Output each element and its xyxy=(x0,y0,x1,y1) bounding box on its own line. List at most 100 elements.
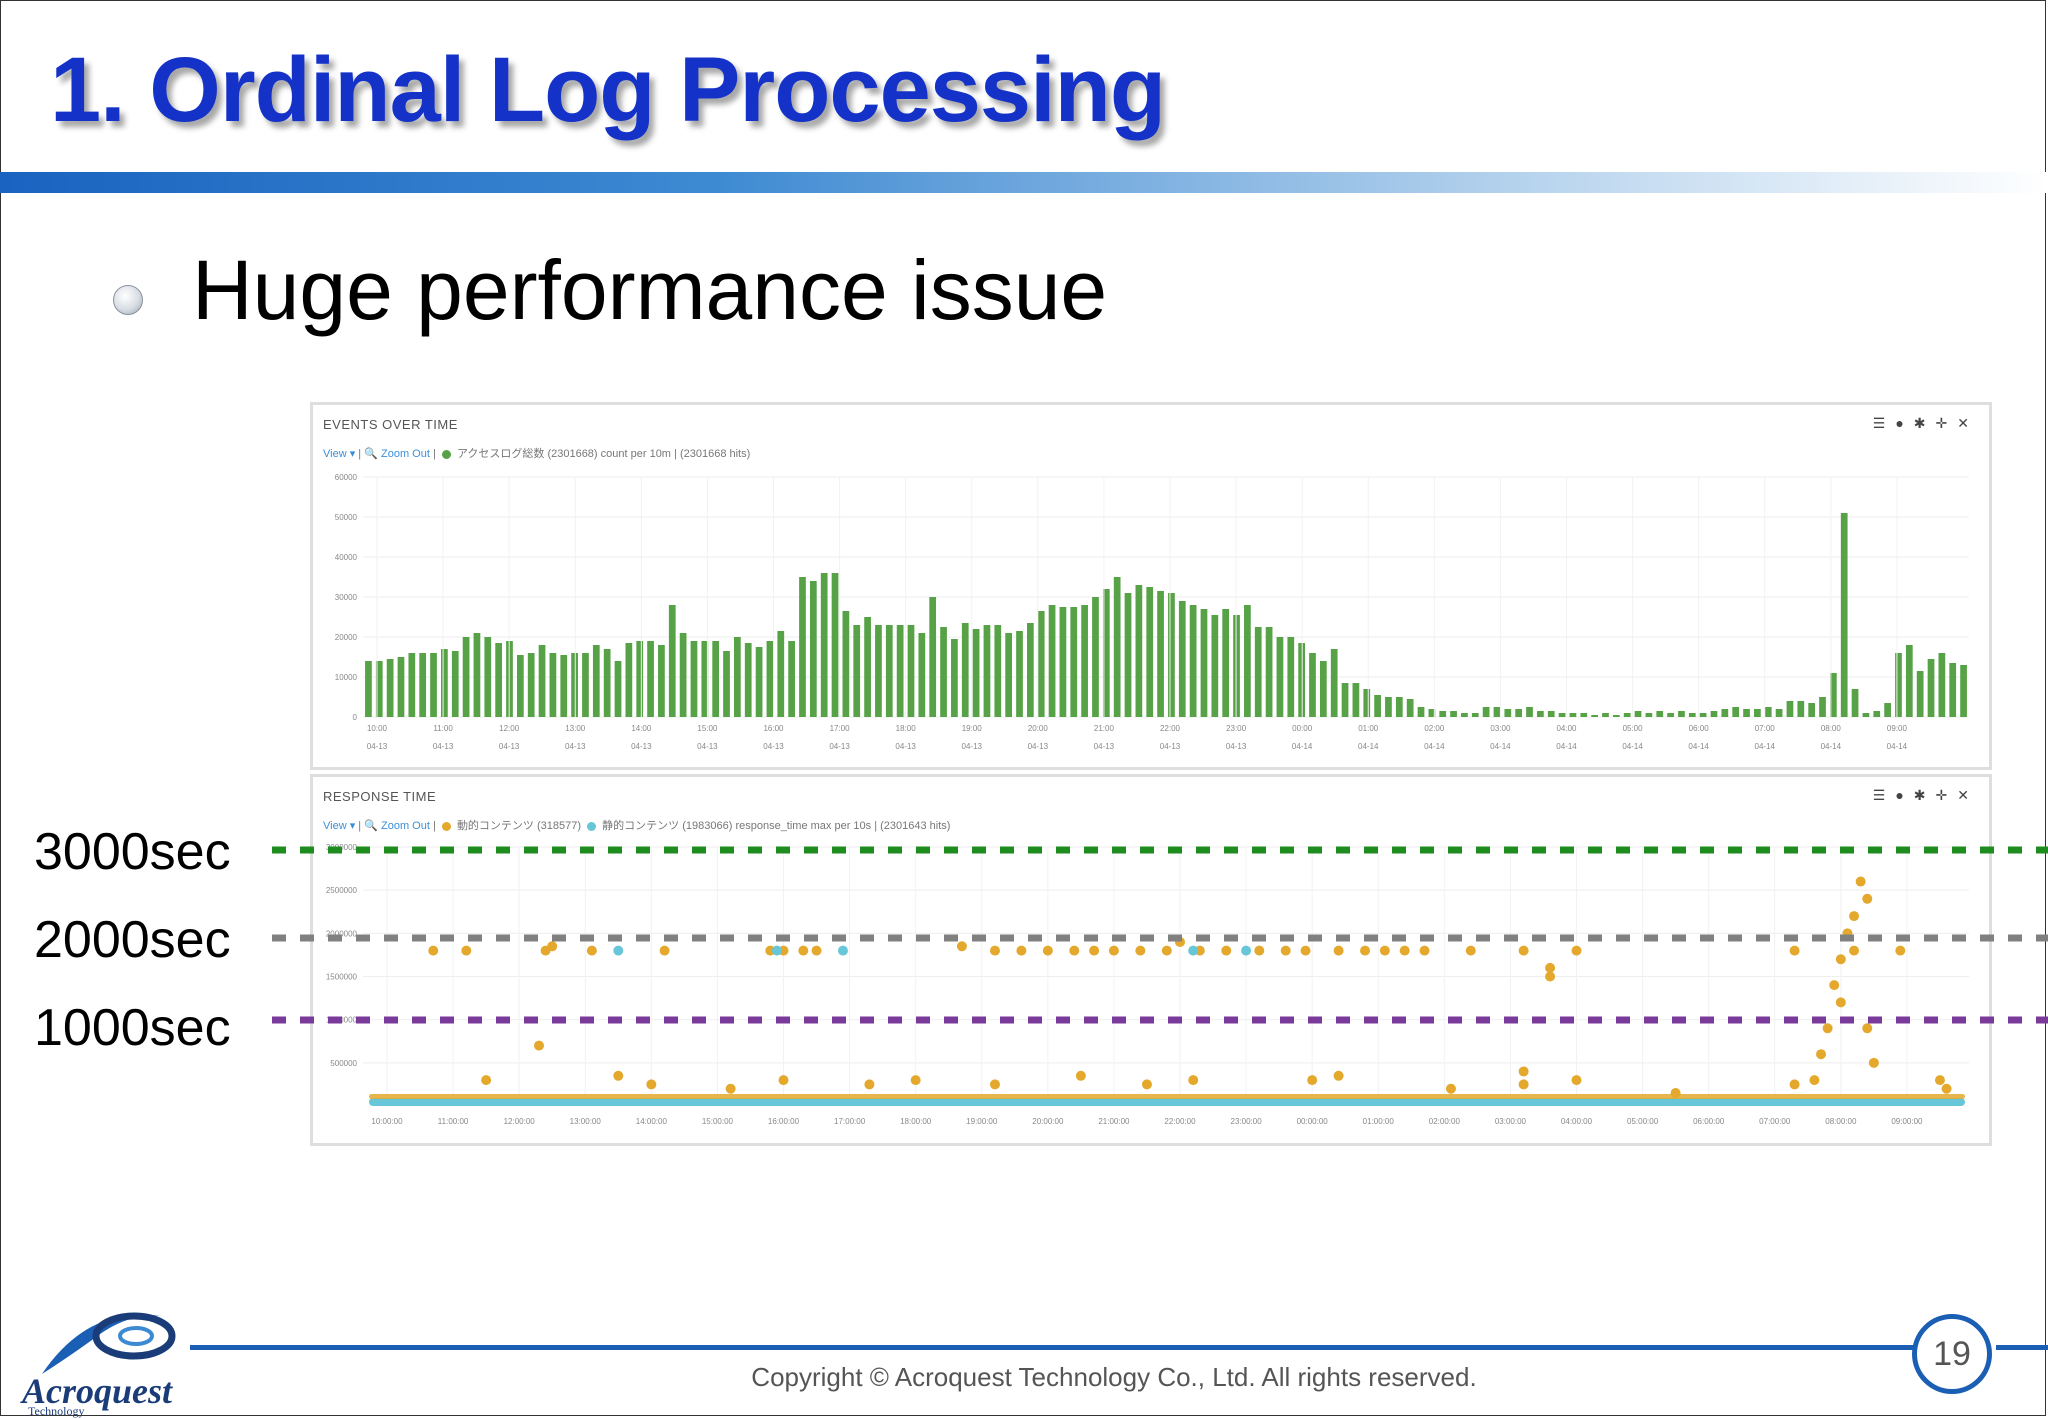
list-icon[interactable]: ☰ xyxy=(1872,415,1896,431)
response-chart: 500000 1000000 1500000 2000000 2500000 300000… xyxy=(326,843,1969,1126)
gear-icon[interactable]: ✱ xyxy=(1913,787,1936,803)
list-icon[interactable]: ☰ xyxy=(1872,787,1896,803)
bar xyxy=(1146,587,1154,717)
view-menu[interactable]: View ▾ xyxy=(323,448,356,460)
x-tick-label: 21:00:00 xyxy=(1098,1117,1130,1126)
bar xyxy=(1558,713,1566,717)
x-tick-label: 12:00:00 xyxy=(504,1117,536,1126)
bar xyxy=(1656,711,1664,717)
scatter-point xyxy=(1135,945,1146,956)
bar xyxy=(1135,585,1143,717)
bar xyxy=(1385,697,1392,717)
bar xyxy=(1537,711,1544,717)
bar xyxy=(484,637,492,717)
bar xyxy=(755,647,763,717)
x-tick-label: 15:00:00 xyxy=(702,1117,734,1126)
bar xyxy=(1124,593,1132,717)
scatter-point xyxy=(1849,911,1860,922)
x-tick-label: 16:00:00 xyxy=(768,1117,800,1126)
scatter-point xyxy=(1069,945,1080,956)
bar xyxy=(734,637,741,717)
x-tick-label: 09:00:00 xyxy=(1891,1117,1923,1126)
scatter-point xyxy=(1895,945,1906,956)
bar xyxy=(1699,713,1707,717)
bar xyxy=(1884,703,1891,717)
footer-divider-end xyxy=(1996,1345,2048,1350)
bar xyxy=(571,653,578,717)
bar xyxy=(1352,683,1360,717)
scatter-point xyxy=(1789,945,1800,956)
bar xyxy=(495,643,503,717)
bar xyxy=(365,661,372,717)
x-tick-label: 06:00:00 xyxy=(1693,1117,1725,1126)
x-tick-label: 00:00:00 xyxy=(1297,1117,1329,1126)
zoom-out-link[interactable]: 🔍 Zoom Out xyxy=(364,820,430,832)
bar xyxy=(1461,713,1468,717)
bar xyxy=(679,633,687,717)
bar xyxy=(1960,665,1967,717)
bar xyxy=(1710,711,1718,717)
zoom-out-link[interactable]: 🔍 Zoom Out xyxy=(364,448,430,460)
x-tick-label: 20:00:00 xyxy=(1032,1117,1064,1126)
scatter-point xyxy=(1419,945,1430,956)
scatter-point xyxy=(1789,1079,1800,1090)
bar xyxy=(1949,663,1957,717)
x-tick-label: 02:00 xyxy=(1424,724,1445,733)
bar xyxy=(538,645,546,717)
x-tick-label: 00:00 xyxy=(1292,724,1313,733)
bar xyxy=(690,641,698,717)
events-chart: 0 10000 20000 30000 40000 50000 60000 10:00 04-1… xyxy=(335,473,1969,751)
logo-name: Acroquest xyxy=(22,1371,173,1411)
gear-icon[interactable]: ✱ xyxy=(1913,415,1936,431)
bar xyxy=(1927,659,1935,717)
bar xyxy=(527,653,535,717)
close-icon[interactable]: ✕ xyxy=(1957,415,1979,431)
x-tick-label: 19:00 xyxy=(962,724,983,733)
x-tick-label: 03:00:00 xyxy=(1495,1117,1527,1126)
bar xyxy=(1547,711,1555,717)
scatter-point xyxy=(1809,1075,1820,1086)
x-tick-label: 08:00 xyxy=(1821,724,1842,733)
bar xyxy=(1515,709,1523,717)
scatter-point xyxy=(1545,962,1556,973)
scatter-point xyxy=(1445,1083,1456,1094)
move-icon[interactable]: ✛ xyxy=(1935,415,1958,431)
bar xyxy=(1341,683,1349,717)
scatter-point xyxy=(771,945,782,956)
x-tick-label: 20:00 xyxy=(1028,724,1049,733)
bar xyxy=(1667,713,1674,717)
scatter-point xyxy=(428,945,439,956)
scatter-point xyxy=(1816,1049,1827,1060)
info-icon[interactable]: ● xyxy=(1895,787,1914,803)
x-tick-date: 04-13 xyxy=(367,742,388,751)
bar xyxy=(1026,623,1034,717)
bar xyxy=(1754,709,1761,717)
x-tick-label: 22:00:00 xyxy=(1164,1117,1196,1126)
x-tick-date: 04-14 xyxy=(1292,742,1313,751)
bar xyxy=(1178,601,1186,717)
scatter-point xyxy=(1670,1088,1681,1099)
bar xyxy=(1081,605,1088,717)
bar xyxy=(1721,709,1729,717)
bar xyxy=(809,581,817,717)
x-tick-label: 10:00:00 xyxy=(371,1117,403,1126)
scatter-point xyxy=(864,1079,875,1090)
bar xyxy=(1526,707,1533,717)
bar xyxy=(1363,689,1371,717)
bar xyxy=(1938,653,1946,717)
slide-title: 1. Ordinal Log Processing xyxy=(50,39,1166,141)
bar xyxy=(430,653,437,717)
bar xyxy=(842,611,850,717)
response-time-panel: 500000 1000000 1500000 2000000 2500000 300000… xyxy=(310,774,1992,1146)
info-icon[interactable]: ● xyxy=(1895,415,1914,431)
x-tick-date: 04-14 xyxy=(1887,742,1908,751)
legend-label: アクセスログ総数 (2301668) xyxy=(456,448,598,460)
close-icon[interactable]: ✕ xyxy=(1957,787,1979,803)
bullet-text: Huge performance issue xyxy=(192,243,1108,337)
move-icon[interactable]: ✛ xyxy=(1935,787,1958,803)
x-tick-label: 05:00:00 xyxy=(1627,1117,1659,1126)
view-menu[interactable]: View ▾ xyxy=(323,820,356,832)
bar xyxy=(1287,637,1295,717)
zoom-out-label: Zoom Out xyxy=(380,820,430,832)
bar xyxy=(1417,707,1425,717)
